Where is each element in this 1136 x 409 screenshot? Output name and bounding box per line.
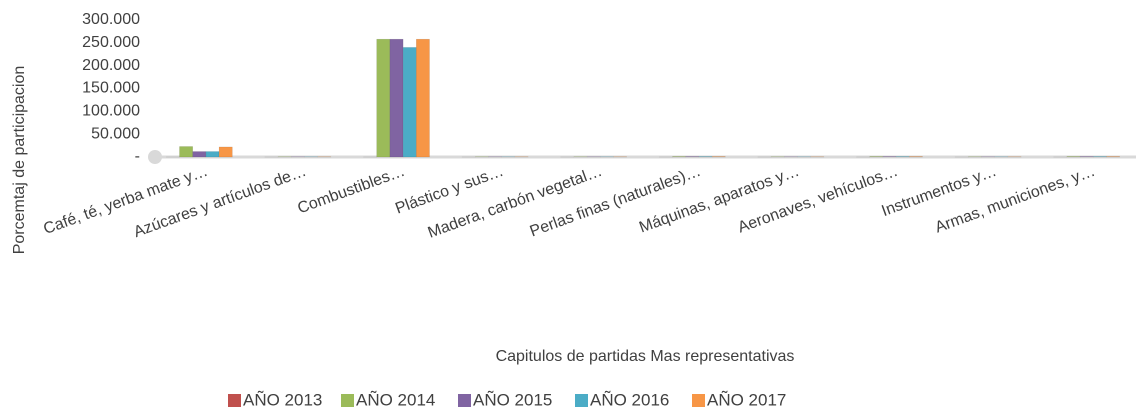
bar (376, 38, 391, 158)
y-tick-label: 100.000 (82, 103, 140, 120)
legend-swatch (458, 394, 471, 407)
x-tick-label: Combustibles… (295, 163, 407, 218)
y-tick-label: 200.000 (82, 57, 140, 74)
bar (416, 38, 430, 158)
y-tick-label: 300.000 (82, 11, 140, 28)
bar (389, 38, 404, 158)
legend-swatch (575, 394, 588, 407)
y-tick-label: - (135, 148, 140, 165)
y-axis-label: Porcemtaj de participacion (11, 66, 28, 255)
x-axis-label: Capitulos de partidas Mas representativa… (496, 348, 795, 365)
bar (205, 151, 220, 158)
x-tick-label: Perlas finas (naturales)… (528, 163, 703, 241)
legend-label: AÑO 2016 (590, 390, 669, 409)
bar (402, 47, 417, 158)
legend-label: AÑO 2017 (707, 390, 786, 409)
y-tick-label: 250.000 (82, 34, 140, 51)
bar (179, 146, 193, 158)
axis-origin (148, 150, 162, 164)
y-tick-label: 50.000 (91, 125, 140, 142)
legend-swatch (341, 394, 354, 407)
bar (192, 151, 207, 158)
legend-label: AÑO 2013 (243, 390, 322, 409)
bar (218, 146, 233, 158)
x-tick-label: Azúcares y artículos de… (132, 163, 309, 241)
legend-label: AÑO 2014 (356, 390, 435, 409)
legend-label: AÑO 2015 (473, 390, 552, 409)
x-tick-label: Armas, municiones, y… (933, 163, 1098, 237)
x-tick-label: Café, té, yerba mate y… (41, 163, 210, 238)
x-tick-label: Aeronaves, vehículos… (736, 163, 901, 237)
legend-swatch (692, 394, 705, 407)
x-tick-label: Máquinas, aparatos y… (637, 163, 802, 237)
legend-swatch (228, 394, 241, 407)
y-tick-label: 150.000 (82, 80, 140, 97)
x-tick-label: Madera, carbón vegetal… (426, 163, 605, 242)
